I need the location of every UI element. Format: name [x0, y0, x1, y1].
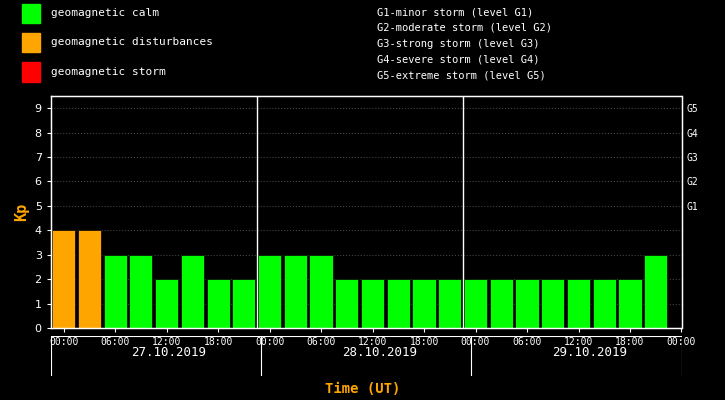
Text: 28.10.2019: 28.10.2019: [0, 399, 1, 400]
Text: G2-moderate storm (level G2): G2-moderate storm (level G2): [377, 23, 552, 33]
Text: 27.10.2019: 27.10.2019: [0, 399, 1, 400]
Text: Time (UT): Time (UT): [325, 382, 400, 396]
Bar: [52, 230, 75, 328]
Text: 28.10.2019: 28.10.2019: [341, 346, 417, 358]
Bar: [489, 279, 513, 328]
Bar: [386, 279, 410, 328]
Bar: [232, 279, 255, 328]
Bar: [567, 279, 590, 328]
Bar: [78, 230, 101, 328]
Bar: [645, 255, 667, 328]
Bar: [438, 279, 461, 328]
Bar: [283, 255, 307, 328]
Text: 29.10.2019: 29.10.2019: [552, 346, 627, 358]
FancyBboxPatch shape: [22, 4, 40, 23]
Bar: [155, 279, 178, 328]
Bar: [181, 255, 204, 328]
FancyBboxPatch shape: [22, 32, 40, 52]
Text: geomagnetic calm: geomagnetic calm: [51, 8, 159, 18]
Text: G5-extreme storm (level G5): G5-extreme storm (level G5): [377, 70, 546, 80]
Bar: [335, 279, 358, 328]
Bar: [592, 279, 616, 328]
Bar: [464, 279, 487, 328]
FancyBboxPatch shape: [22, 62, 40, 82]
Bar: [104, 255, 127, 328]
Bar: [207, 279, 230, 328]
Bar: [541, 279, 564, 328]
Bar: [310, 255, 333, 328]
Bar: [129, 255, 152, 328]
Text: 27.10.2019: 27.10.2019: [131, 346, 207, 358]
Text: geomagnetic disturbances: geomagnetic disturbances: [51, 37, 212, 47]
Bar: [258, 255, 281, 328]
Bar: [361, 279, 384, 328]
Text: G4-severe storm (level G4): G4-severe storm (level G4): [377, 54, 539, 64]
Text: G1-minor storm (level G1): G1-minor storm (level G1): [377, 7, 534, 17]
Text: G3-strong storm (level G3): G3-strong storm (level G3): [377, 39, 539, 49]
Bar: [515, 279, 539, 328]
Y-axis label: Kp: Kp: [14, 203, 29, 221]
Text: geomagnetic storm: geomagnetic storm: [51, 67, 165, 77]
Bar: [618, 279, 642, 328]
Bar: [413, 279, 436, 328]
Text: 29.10.2019: 29.10.2019: [0, 399, 1, 400]
